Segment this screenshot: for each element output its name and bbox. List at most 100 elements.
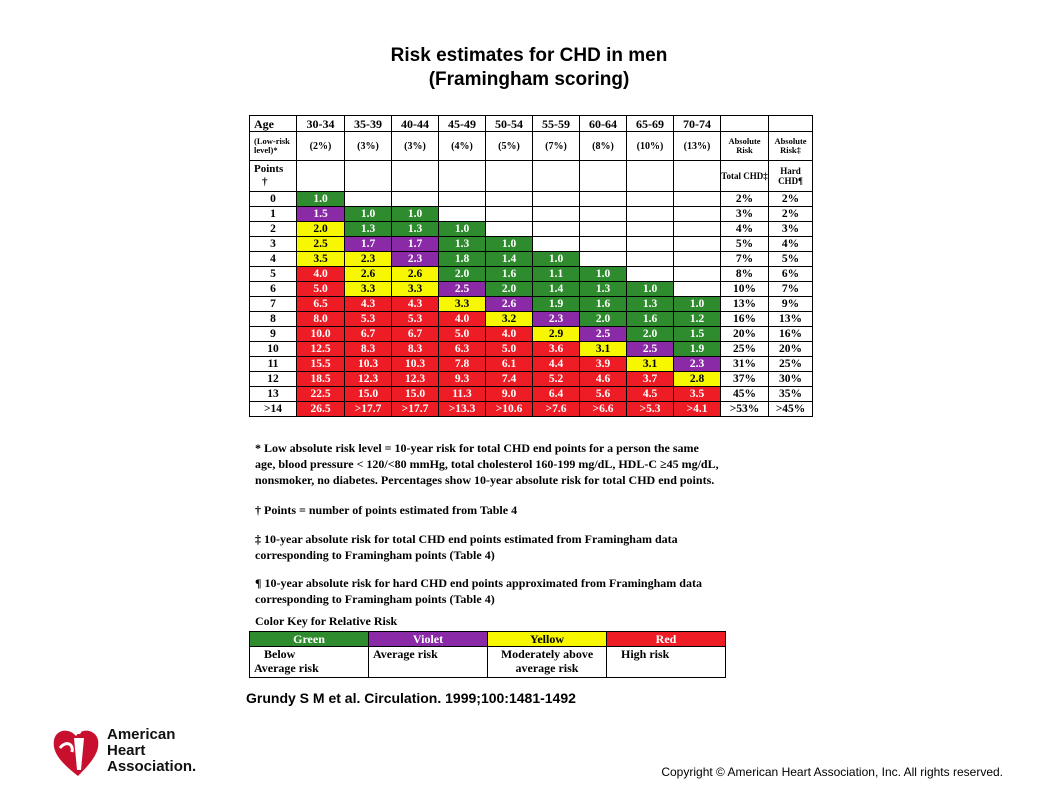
risk-cell: 3.3 (391, 281, 439, 297)
low-risk-value-0: (2%) (296, 131, 345, 161)
table-row: 9 10.0 6.7 6.7 5.0 4.0 2.9 2.5 2.0 1.5 20% 16% (249, 326, 813, 342)
risk-cell: 1.5 (296, 206, 345, 222)
risk-cell: 3.6 (532, 341, 580, 357)
risk-cell: >6.6 (579, 401, 627, 417)
hard-chd-value: 16% (768, 326, 813, 342)
risk-cell (673, 281, 721, 297)
risk-cell: 2.0 (438, 266, 486, 282)
age-label: Age (249, 115, 297, 132)
risk-cell: 1.0 (438, 221, 486, 237)
absolute-risk-total-sub: Total CHD‡ (720, 160, 769, 192)
points-value: 5 (249, 266, 297, 282)
total-chd-value: 4% (720, 221, 769, 237)
hard-chd-value: 5% (768, 251, 813, 267)
absolute-risk-hard-sub: Hard CHD¶ (768, 160, 813, 192)
risk-cell: 1.1 (532, 266, 580, 282)
footnote-pilcrow-line-2: corresponding to Framingham points (Tabl… (255, 592, 495, 606)
blank-header-hard (768, 115, 813, 132)
risk-cell: 7.4 (485, 371, 533, 387)
points-blank-2 (391, 160, 439, 192)
risk-cell: 3.5 (673, 386, 721, 402)
table-row: 4 3.5 2.3 2.3 1.8 1.4 1.0 7% 5% (249, 251, 813, 267)
risk-cell: 8.3 (344, 341, 392, 357)
points-blank-3 (438, 160, 486, 192)
risk-table: Age 30-34 35-39 40-44 45-49 50-54 55-59 60-64 65… (249, 115, 813, 417)
age-group-2: 40-44 (391, 115, 439, 132)
risk-cell: 5.3 (344, 311, 392, 327)
risk-cell: 9.0 (485, 386, 533, 402)
total-chd-value: 5% (720, 236, 769, 252)
risk-cell: 3.3 (438, 296, 486, 312)
points-value: 3 (249, 236, 297, 252)
risk-cell: 10.3 (391, 356, 439, 372)
points-value: 10 (249, 341, 297, 357)
risk-cell: 1.3 (626, 296, 674, 312)
risk-cell: 1.0 (673, 296, 721, 312)
risk-cell: 15.0 (391, 386, 439, 402)
risk-cell: 6.3 (438, 341, 486, 357)
risk-cell (532, 221, 580, 237)
hard-chd-value: 30% (768, 371, 813, 387)
risk-cell: 4.3 (344, 296, 392, 312)
risk-cell: 4.6 (579, 371, 627, 387)
color-key-desc-green: Below Average risk (249, 646, 369, 678)
risk-cell: 8.3 (391, 341, 439, 357)
risk-cell (626, 266, 674, 282)
low-risk-label-text: (Low-risk level)* (254, 136, 290, 155)
risk-cell: 1.3 (344, 221, 392, 237)
risk-cell (532, 191, 580, 207)
risk-cell (673, 266, 721, 282)
points-value: 4 (249, 251, 297, 267)
risk-cell: >10.6 (485, 401, 533, 417)
color-key-swatch-red: Red (606, 631, 726, 647)
risk-cell: 1.3 (391, 221, 439, 237)
risk-cell: 2.6 (344, 266, 392, 282)
heart-torch-icon (53, 718, 99, 776)
risk-cell: 1.0 (532, 251, 580, 267)
points-value: 6 (249, 281, 297, 297)
risk-cell: 22.5 (296, 386, 345, 402)
risk-cell (579, 236, 627, 252)
footnote-dagger-text: † Points = number of points estimated fr… (255, 503, 518, 517)
table-row: 3 2.5 1.7 1.7 1.3 1.0 5% 4% (249, 236, 813, 252)
points-value: 13 (249, 386, 297, 402)
risk-cell: 2.0 (485, 281, 533, 297)
risk-cell: 10.0 (296, 326, 345, 342)
risk-cell: 6.4 (532, 386, 580, 402)
table-row: 12 18.5 12.3 12.3 9.3 7.4 5.2 4.6 3.7 2.8 37% 30% (249, 371, 813, 387)
risk-cell: 3.3 (344, 281, 392, 297)
risk-cell: 3.1 (579, 341, 627, 357)
points-blank-4 (485, 160, 533, 192)
hard-chd-value: 4% (768, 236, 813, 252)
table-row: 11 15.5 10.3 10.3 7.8 6.1 4.4 3.9 3.1 2.3 31% 25% (249, 356, 813, 372)
risk-cell (344, 191, 392, 207)
table-row: 6 5.0 3.3 3.3 2.5 2.0 1.4 1.3 1.0 10% 7% (249, 281, 813, 297)
risk-cell: 5.0 (485, 341, 533, 357)
risk-cell: 1.5 (673, 326, 721, 342)
citation: Grundy S M et al. Circulation. 1999;100:… (246, 690, 576, 706)
hard-chd-value: >45% (768, 401, 813, 417)
risk-cell (626, 221, 674, 237)
risk-cell: 1.0 (579, 266, 627, 282)
risk-cell: 1.6 (626, 311, 674, 327)
age-group-1: 35-39 (344, 115, 392, 132)
footnote-asterisk-line-1: * Low absolute risk level = 10-year risk… (255, 441, 699, 455)
risk-cell: >17.7 (391, 401, 439, 417)
risk-cell: 2.5 (438, 281, 486, 297)
title-line-2: (Framingham scoring) (428, 69, 630, 90)
hard-chd-value: 2% (768, 206, 813, 222)
table-row: 5 4.0 2.6 2.6 2.0 1.6 1.1 1.0 8% 6% (249, 266, 813, 282)
risk-cell: 2.3 (673, 356, 721, 372)
risk-cell (485, 221, 533, 237)
risk-cell: >17.7 (344, 401, 392, 417)
risk-cell: 1.3 (579, 281, 627, 297)
absolute-risk-hard-header: Absolute Risk‡ (768, 131, 813, 161)
points-dagger: † (262, 176, 268, 188)
hard-chd-value: 13% (768, 311, 813, 327)
total-chd-value: 10% (720, 281, 769, 297)
risk-cell: 9.3 (438, 371, 486, 387)
low-risk-value-7: (10%) (626, 131, 674, 161)
risk-cell: 1.0 (344, 206, 392, 222)
risk-cell: 6.7 (391, 326, 439, 342)
color-key-title: Color Key for Relative Risk (255, 614, 398, 628)
